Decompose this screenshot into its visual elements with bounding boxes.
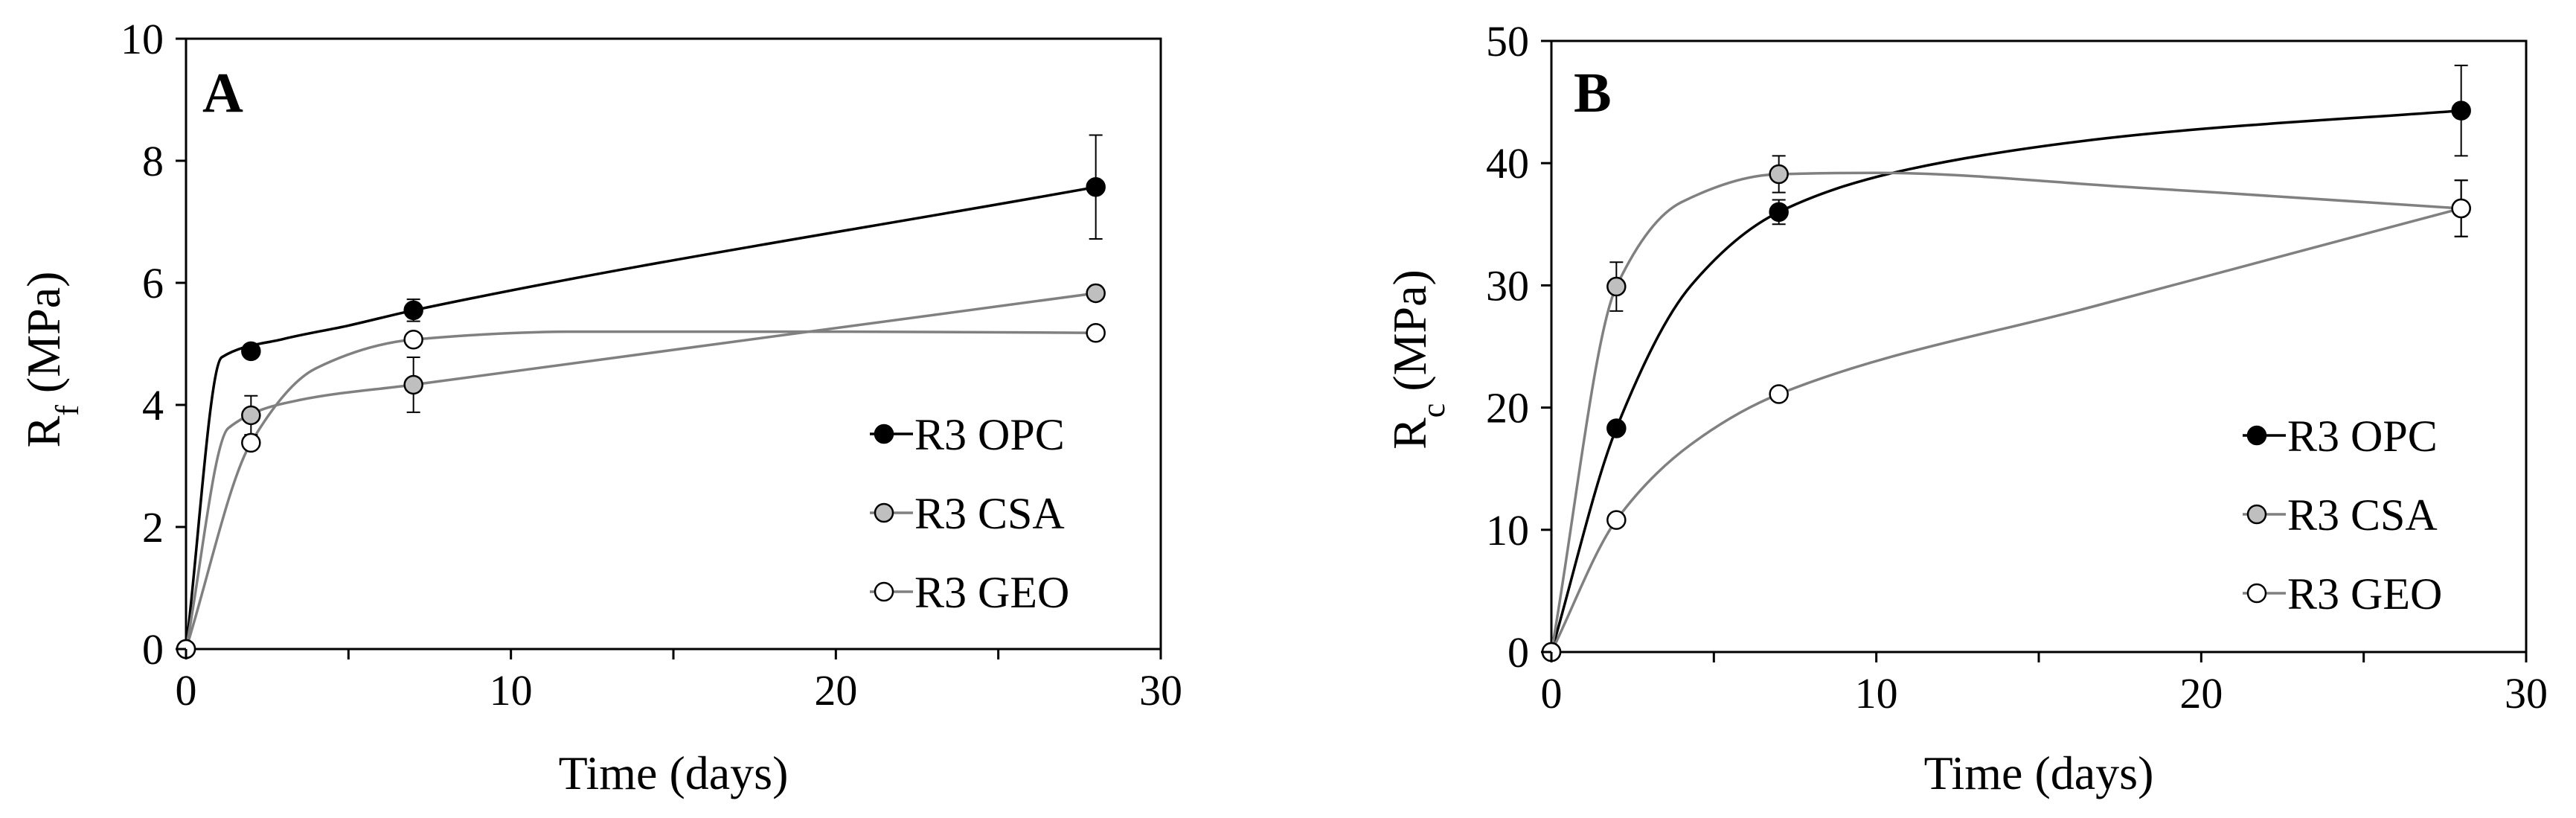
panel-b-y-tick-label: 40 [1486, 139, 1529, 188]
panel-b-y-tick-label: 10 [1486, 506, 1529, 555]
panel-b-y-tick-label: 0 [1508, 628, 1529, 677]
panel-a-y-tick-label: 2 [142, 503, 164, 552]
panel-a-legend-r3-csa-label: R3 CSA [914, 489, 1065, 538]
panel-a-y-axis-title-subscript: f [49, 405, 86, 416]
panel-a-legend-r3-geo-marker [874, 581, 894, 602]
panel-b-x-tick-label: 30 [2505, 669, 2548, 718]
panel-b-y-axis-title: Rc (MPa) [1383, 269, 1452, 450]
panel-a-ticks: 0 10 20 30 0 2 4 6 8 10 [121, 15, 1182, 715]
panel-b-y-axis-title-unit: (MPa) [1383, 269, 1436, 403]
panel-a-legend-r3-csa-marker [874, 502, 894, 523]
panel-b-legend-r3-csa-marker [2246, 504, 2267, 525]
panel-a-r3-opc-curve [185, 185, 1097, 650]
panel-a-legend-r3-opc-label: R3 OPC [914, 410, 1065, 459]
panel-a-y-axis-title-base: R [17, 415, 70, 447]
panel-a-r3-csa-point [1086, 283, 1106, 304]
panel-b-r3-geo-point [1769, 384, 1789, 404]
panel-a-r3-csa-point [403, 374, 423, 395]
panel-a-legend-r3-opc-marker [874, 424, 894, 444]
panel-a-r3-opc-point [241, 341, 261, 362]
panel-a-r3-geo-point [403, 330, 423, 350]
panel-b-x-axis-title: Time (days) [1924, 747, 2154, 799]
panel-b-markers [1541, 100, 2471, 662]
panel-b-ticks: 0 10 20 30 0 10 20 30 40 50 [1486, 17, 2548, 718]
panel-b-x-tick-label: 0 [1541, 669, 1563, 718]
panel-a-y-tick-label: 4 [142, 381, 164, 429]
panel-a: 0 10 20 30 0 2 4 6 8 10 A Time (days) Rf (MPa) R3… [17, 15, 1182, 799]
panel-a-x-tick-label: 10 [490, 666, 533, 715]
panel-b-x-tick-label: 10 [1855, 669, 1898, 718]
panel-b-legend-r3-opc-marker [2246, 425, 2267, 446]
panel-b-letter: B [1574, 62, 1612, 124]
panel-b-legend-r3-geo-marker [2246, 583, 2267, 604]
panel-b-legend-r3-opc-label: R3 OPC [2287, 412, 2438, 461]
panel-a-x-tick-label: 20 [814, 666, 857, 715]
panel-b-legend-r3-geo-label: R3 GEO [2287, 569, 2442, 619]
panel-a-y-axis-title-unit: (MPa) [17, 272, 70, 406]
panel-b-y-tick-label: 20 [1486, 384, 1529, 432]
panel-a-r3-geo-point [241, 432, 261, 453]
panel-b-error-bars [1609, 64, 2468, 523]
panel-b-r3-geo-point [1606, 510, 1627, 530]
panel-a-legend-r3-geo-label: R3 GEO [914, 568, 1069, 617]
panel-b-r3-csa-point [1769, 164, 1789, 185]
panel-a-x-tick-label: 0 [176, 666, 197, 715]
panel-b: 0 10 20 30 0 10 20 30 40 50 B Time (days) Rc (MPa… [1383, 17, 2548, 799]
panel-a-r3-opc-point [1086, 177, 1106, 197]
panel-b-x-tick-label: 20 [2179, 669, 2223, 718]
panel-b-r3-csa-point [1606, 276, 1627, 297]
panel-a-r3-geo-point [1086, 322, 1106, 343]
panel-a-r3-opc-point [403, 300, 423, 321]
panel-b-r3-opc-point [1606, 418, 1627, 438]
panel-a-x-tick-label: 30 [1139, 666, 1182, 715]
panel-a-r3-csa-point [241, 405, 261, 426]
panel-a-y-tick-label: 0 [142, 625, 164, 674]
panel-b-legend: R3 OPC R3 CSA R3 GEO [2243, 412, 2442, 619]
panel-b-r3-opc-point [2451, 100, 2471, 121]
panel-a-y-tick-label: 6 [142, 259, 164, 307]
panel-a-y-axis-title: Rf (MPa) [17, 272, 86, 448]
panel-b-legend-r3-csa-label: R3 CSA [2287, 491, 2438, 540]
panel-b-y-tick-label: 30 [1486, 261, 1529, 310]
panel-b-y-axis-title-subscript: c [1415, 403, 1452, 418]
panel-b-r3-opc-point [1769, 202, 1789, 223]
panel-a-r3-csa-curve [185, 292, 1096, 650]
panel-b-r3-geo-point [2451, 198, 2471, 219]
panel-a-x-axis-title: Time (days) [559, 747, 789, 799]
panel-b-y-axis-title-base: R [1383, 418, 1436, 450]
panel-a-letter: A [202, 62, 243, 124]
panel-a-y-tick-label: 10 [121, 15, 164, 63]
panel-a-legend: R3 OPC R3 CSA R3 GEO [870, 410, 1069, 617]
panel-b-y-tick-label: 50 [1486, 17, 1529, 65]
panel-a-y-tick-label: 8 [142, 137, 164, 185]
